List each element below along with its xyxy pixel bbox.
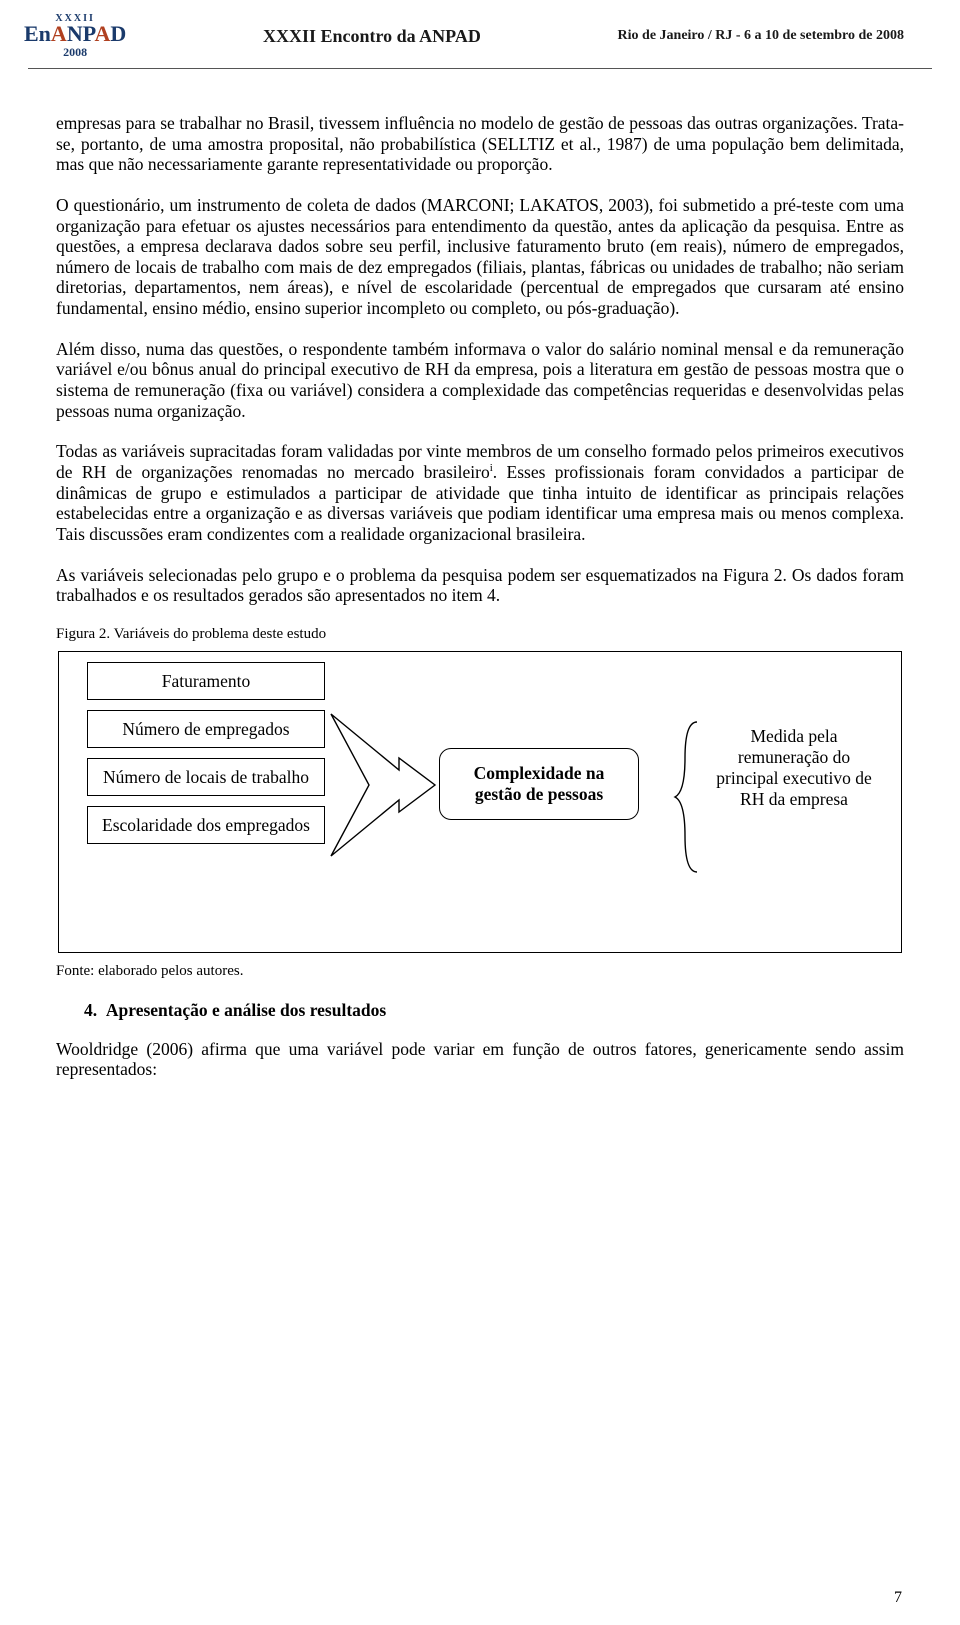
header-location: Rio de Janeiro / RJ - 6 a 10 de setembro… <box>618 28 904 44</box>
section-title: Apresentação e análise dos resultados <box>106 1000 386 1020</box>
center-concept-box: Complexidade na gestão de pessoas <box>439 748 639 820</box>
paragraph-5: As variáveis selecionadas pelo grupo e o… <box>56 565 904 606</box>
arrow-icon <box>327 710 439 860</box>
paragraph-4: Todas as variáveis supracitadas foram va… <box>56 441 904 544</box>
logo-seg-3: D <box>110 21 126 46</box>
figure-caption: Figura 2. Variáveis do problema deste es… <box>56 626 904 643</box>
section-4-heading: 4. Apresentação e análise dos resultados <box>84 1000 904 1021</box>
logo-year: 2008 <box>63 47 87 58</box>
logo-seg-a2: A <box>95 21 111 46</box>
paragraph-3: Além disso, numa das questões, o respond… <box>56 339 904 422</box>
page-number: 7 <box>894 1589 902 1607</box>
header-title: XXXII Encontro da ANPAD <box>263 26 481 47</box>
paragraph-6: Wooldridge (2006) afirma que uma variáve… <box>56 1039 904 1080</box>
figure-source: Fonte: elaborado pelos autores. <box>56 963 904 980</box>
page-header: XXXII EnANPAD 2008 XXXII Encontro da ANP… <box>0 0 960 66</box>
paragraph-1: empresas para se trabalhar no Brasil, ti… <box>56 113 904 175</box>
logo-seg-a1: A <box>51 21 67 46</box>
input-box-empregados: Número de empregados <box>87 710 325 748</box>
input-box-locais: Número de locais de trabalho <box>87 758 325 796</box>
input-box-escolaridade: Escolaridade dos empregados <box>87 806 325 844</box>
measure-description: Medida pela remuneração do principal exe… <box>709 726 879 810</box>
figure-2-diagram: Faturamento Número de empregados Número … <box>58 651 902 953</box>
logo-seg-1: En <box>24 21 51 46</box>
brace-icon <box>671 718 705 876</box>
conference-logo: XXXII EnANPAD 2008 <box>24 14 126 58</box>
logo-seg-2: NP <box>67 21 95 46</box>
section-number: 4. <box>84 1000 97 1020</box>
input-box-faturamento: Faturamento <box>87 662 325 700</box>
logo-name: EnANPAD <box>24 24 126 45</box>
page-body: empresas para se trabalhar no Brasil, ti… <box>0 69 960 1080</box>
paragraph-2: O questionário, um instrumento de coleta… <box>56 195 904 319</box>
input-variables-column: Faturamento Número de empregados Número … <box>87 662 325 855</box>
